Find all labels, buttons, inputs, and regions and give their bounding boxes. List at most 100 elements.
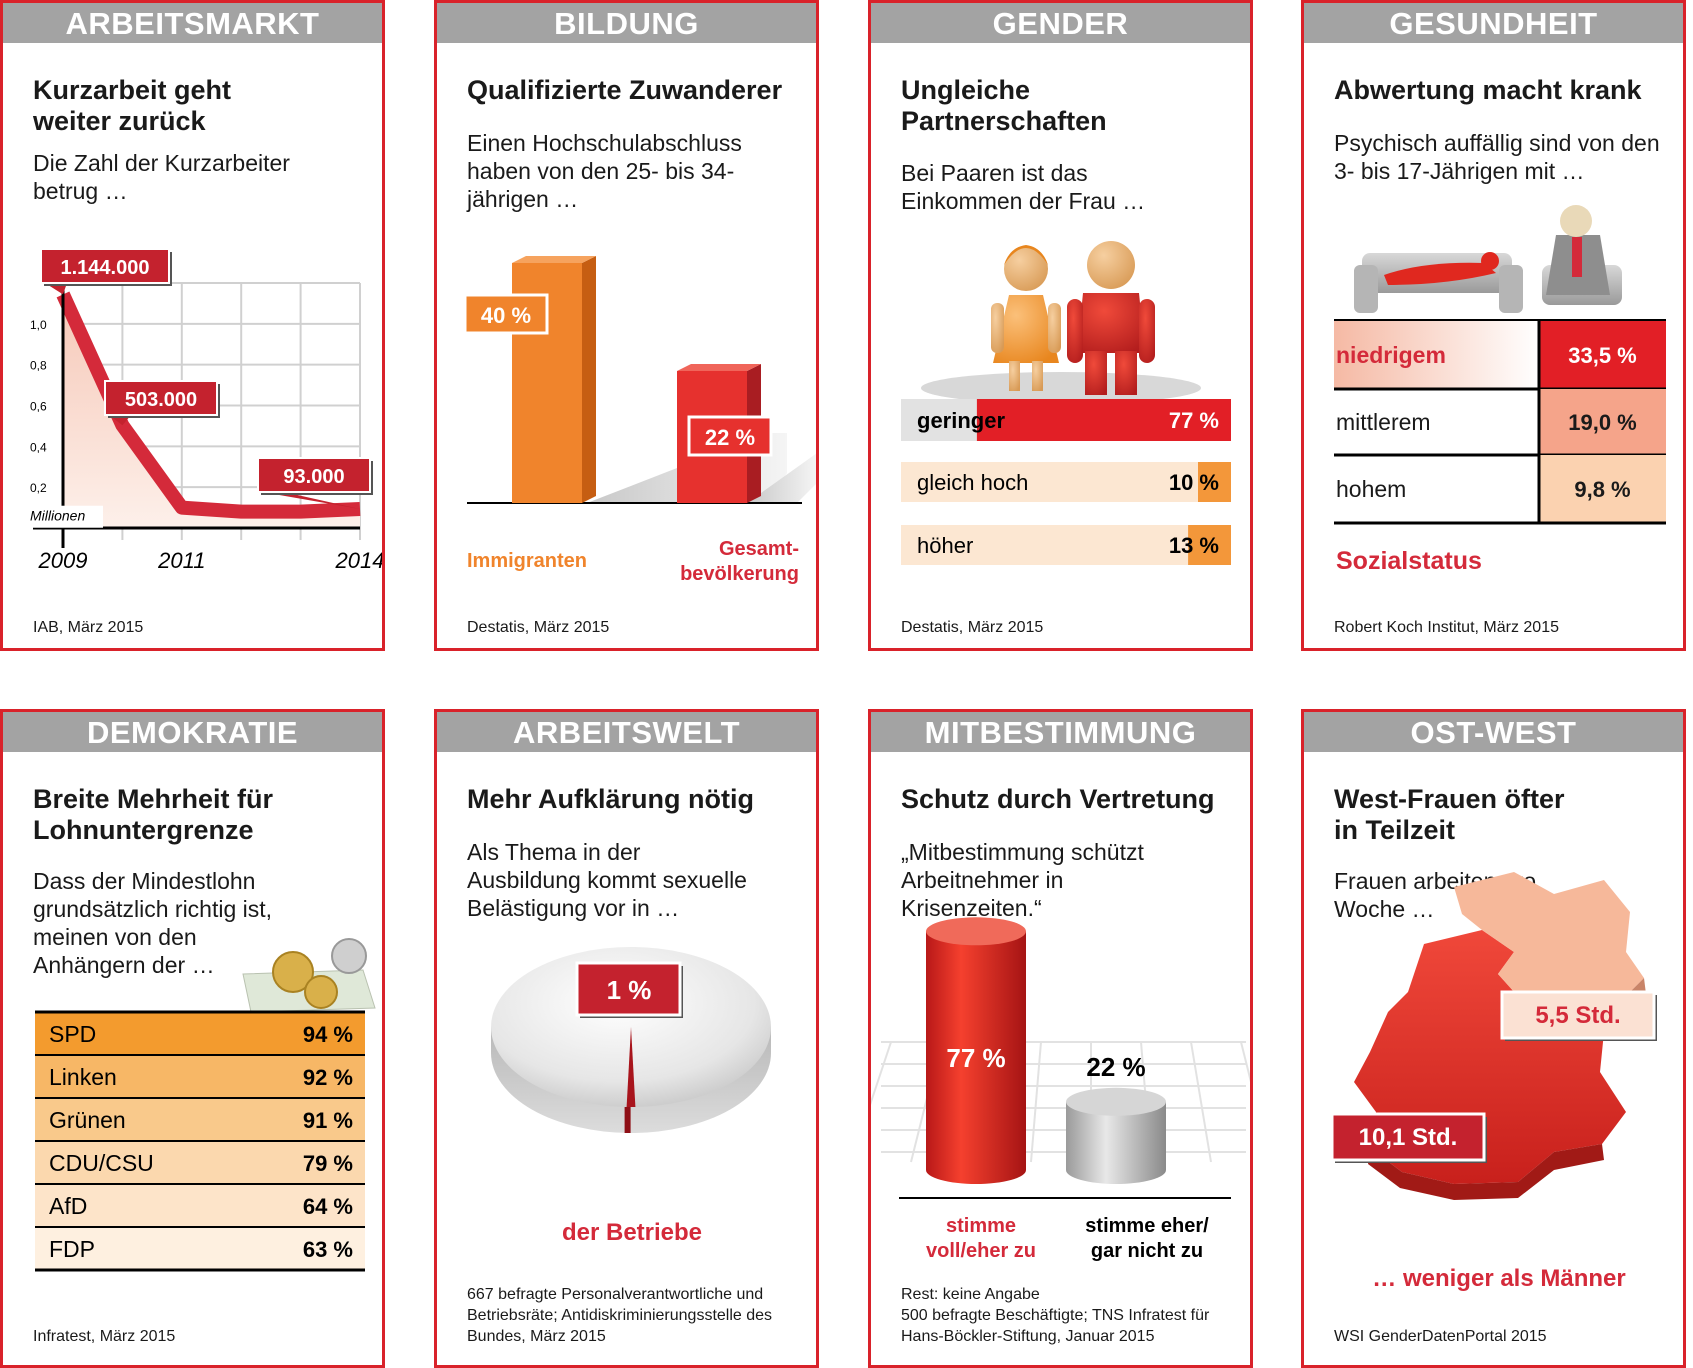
card-title: Mehr Aufklärung nötig [467,784,754,814]
cylinder [926,931,1026,1184]
callout-box [104,380,218,416]
card-subtitle: Als Thema in der Ausbildung kommt sexuel… [467,839,747,921]
category-label: Grünen [49,1107,126,1133]
value-label: 77 % [946,1043,1005,1073]
man-body [1077,293,1145,353]
value-label: 10,1 Std. [1359,1124,1458,1151]
card-title: Kurzarbeit geht weiter zurück [33,75,232,136]
table-row [35,1098,365,1141]
category-label: höher [917,533,973,558]
woman-arm [1048,303,1061,353]
bar-track [901,462,1231,502]
woman-leg [1032,361,1043,391]
man-leg [1085,351,1107,395]
value-label: 94 % [303,1022,353,1047]
card-header: ARBEITSWELT [437,712,816,752]
woman-dress [993,295,1059,363]
status-table: niedrigem 33,5 % mittlerem 19,0 % hohem 9,8 %… [1334,205,1666,575]
map-chart: 10,1 Std. 5,5 Std. … weniger als Männer [1330,872,1657,1292]
card-source: Infratest, März 2015 [33,1328,176,1345]
grid-line [871,1041,892,1106]
value-cell [1539,321,1666,389]
value-label: 9,8 % [1574,477,1630,502]
axis-label: Sozialstatus [1336,547,1482,575]
value-label: 10 % [1169,470,1219,495]
card-source: Rest: keine Angabe 500 befragte Beschäft… [901,1286,1210,1345]
y-tick-label: 0,8 [30,359,47,373]
data-label: 503.000 [125,389,197,411]
coin [304,975,338,1009]
category-label: der Betriebe [562,1219,702,1246]
card-header: DEMOKRATIE [3,712,382,752]
card-header: GESUNDHEIT [1304,3,1683,43]
category-label: mittlerem [1336,409,1431,435]
card-source: 667 befragte Personalverantwortliche und… [467,1286,773,1345]
table-row [35,1141,365,1184]
card-title: Ungleiche Partnerschaften [901,75,1107,136]
man-arm [1139,299,1155,363]
value-label: 63 % [303,1237,353,1262]
bar-top [512,256,596,263]
card-gesundheit: GESUNDHEIT Abwertung macht krank Psychis… [1301,0,1686,651]
value-label: 79 % [303,1151,353,1176]
shadow [747,453,816,503]
cylinder-chart: 77 % 22 % stimme voll/eher zu stimme eher/ga… [871,917,1250,1262]
woman-leg [1009,361,1020,391]
west-region-edge [1368,1144,1604,1200]
value-label: 91 % [303,1108,353,1133]
pie-slice-side [624,1107,631,1133]
bar-chart: 40 % 22 % Immigranten Gesamt-bevölkerung [463,256,816,585]
y-tick-label: 0,2 [30,481,47,495]
category-label: stimme eher/ [1085,1215,1209,1237]
category-label: niedrigem [1336,342,1446,368]
patient [1384,262,1496,285]
category-label: Immigranten [467,550,587,572]
value-cell [1539,389,1666,455]
card-subtitle: Bei Paaren ist das Einkommen der Frau … [901,160,1146,214]
sofa-arm [1354,265,1378,313]
value-cell [1539,455,1666,523]
man-head [1087,241,1135,289]
hbar-chart: geringer 77 % gleich hoch 10 % höher 13 % [901,241,1231,565]
value-label: 19,0 % [1568,410,1637,435]
card-header: BILDUNG [437,3,816,43]
callout-box [257,457,371,493]
category-label: Gesamt- [719,538,799,560]
category-label: AfD [49,1193,87,1219]
value-label: 92 % [303,1065,353,1090]
bar [976,399,1231,441]
man-leg [1115,351,1137,395]
card-source: Destatis, März 2015 [901,619,1044,636]
line-chart: 1,0 0,8 0,6 0,4 0,2 Millionen 2009 2011 2014 1.14… [27,248,382,573]
cylinder-top [1066,1087,1166,1116]
data-label: 1.144.000 [61,257,150,279]
card-subtitle: Frauen arbeiten pro Woche … [1334,868,1537,922]
bar-top [677,364,761,371]
card-source: WSI GenderDatenPortal 2015 [1334,1328,1547,1345]
patient-head [1481,252,1499,270]
card-header: ARBEITSMARKT [3,3,382,43]
y-tick-label: 1,0 [30,318,47,332]
grid-line [1240,1041,1250,1083]
card-header: MITBESTIMMUNG [871,712,1250,752]
pie-slice [626,1027,636,1107]
callout-pointer [262,492,360,510]
bar [1188,525,1231,565]
card-subtitle: Die Zahl der Kurzarbeiter betrug … [33,150,290,204]
card-title: Abwertung macht krank [1334,75,1642,105]
unit-bg [27,505,103,528]
value-box [687,415,773,457]
grid-line [1030,1041,1042,1163]
category-label: gleich hoch [917,470,1028,495]
category-label: Linken [49,1064,117,1090]
woman-arm [991,303,1004,353]
callout-box [1330,1112,1486,1162]
card-gender: GENDER Ungleiche Partnerschaften Bei Paa… [868,0,1253,651]
callout-box [1500,990,1656,1040]
y-tick-label: 0,6 [30,400,47,414]
east-region [1454,872,1644,1012]
table-row [35,1012,365,1055]
x-tick-label: 2011 [157,548,205,573]
card-title: Qualifizierte Zuwanderer [467,75,783,105]
value-label: 64 % [303,1194,353,1219]
